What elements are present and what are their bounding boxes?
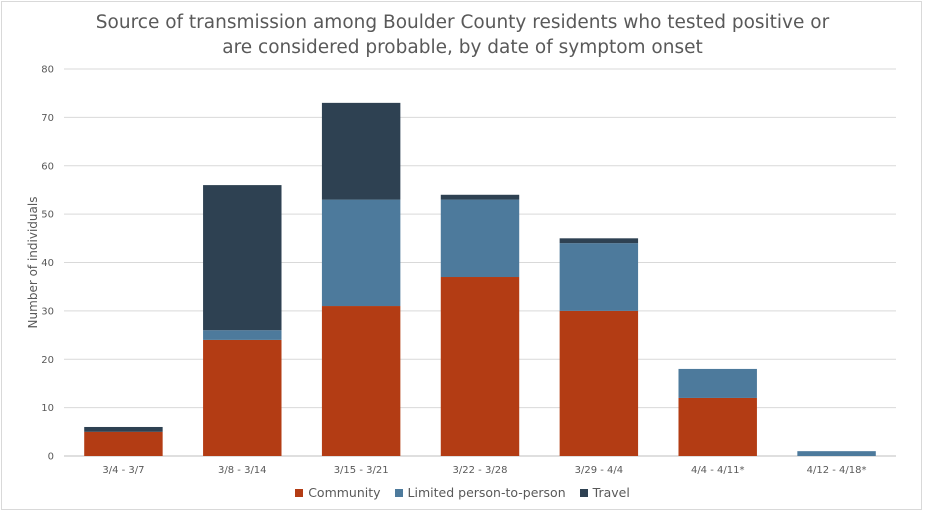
bar-limited-5	[678, 368, 757, 398]
bar-community-2	[321, 306, 401, 456]
y-tick-label: 40	[41, 258, 54, 269]
bar-community-1	[203, 339, 282, 456]
bar-limited-6	[797, 451, 876, 456]
chart-legend: Community Limited person-to-person Travel	[0, 485, 925, 500]
legend-swatch	[394, 488, 403, 497]
bar-limited-4	[559, 243, 639, 311]
legend-item: Community	[295, 485, 381, 500]
x-tick-label: 3/4 - 3/7	[102, 465, 144, 476]
chart-title: Source of transmission among Boulder Cou…	[0, 10, 925, 60]
y-tick-label: 50	[41, 210, 54, 221]
y-tick-label: 0	[48, 452, 54, 463]
x-tick-label: 3/29 - 4/4	[575, 465, 624, 476]
bar-travel-4	[559, 238, 639, 244]
bar-limited-2	[321, 199, 401, 307]
bar-community-5	[678, 397, 757, 456]
y-axis-title: Number of individuals	[26, 197, 40, 329]
x-tick-label: 3/8 - 3/14	[218, 465, 267, 476]
x-tick-label: 3/15 - 3/21	[334, 465, 389, 476]
bar-travel-2	[321, 102, 401, 200]
chart-title-line-1: Source of transmission among Boulder Cou…	[95, 12, 830, 33]
y-tick-label: 20	[41, 355, 54, 366]
y-tick-label: 70	[41, 113, 54, 124]
y-tick-label: 80	[41, 65, 54, 76]
legend-swatch	[579, 488, 588, 497]
bar-community-0	[84, 431, 163, 456]
legend-label: Limited person-to-person	[407, 485, 566, 500]
legend-item: Travel	[579, 485, 630, 500]
legend-label: Travel	[592, 485, 630, 500]
y-tick-label: 30	[41, 306, 54, 317]
bar-limited-1	[203, 330, 282, 340]
x-tick-label: 3/22 - 3/28	[453, 465, 508, 476]
legend-item: Limited person-to-person	[394, 485, 566, 500]
y-tick-label: 10	[41, 403, 54, 414]
y-tick-label: 60	[41, 161, 54, 172]
x-tick-label: 4/4 - 4/11*	[691, 465, 745, 476]
legend-label: Community	[308, 485, 381, 500]
bar-community-4	[559, 310, 639, 456]
bar-travel-1	[203, 185, 282, 331]
bar-travel-0	[84, 426, 163, 432]
x-tick-label: 4/12 - 4/18*	[807, 465, 867, 476]
bar-limited-3	[440, 199, 520, 278]
bar-community-3	[440, 277, 520, 456]
legend-swatch	[295, 488, 304, 497]
chart-title-line-2: are considered probable, by date of symp…	[222, 37, 703, 58]
bar-travel-3	[440, 194, 520, 200]
